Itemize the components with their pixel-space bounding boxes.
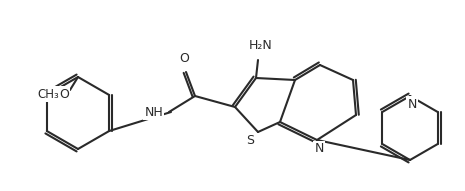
Text: N: N bbox=[407, 97, 417, 111]
Text: O: O bbox=[59, 87, 69, 100]
Text: H₂N: H₂N bbox=[249, 39, 273, 52]
Text: O: O bbox=[179, 52, 189, 65]
Text: CH₃: CH₃ bbox=[37, 87, 59, 100]
Text: N: N bbox=[314, 142, 324, 155]
Text: S: S bbox=[246, 134, 254, 146]
Text: NH: NH bbox=[144, 105, 163, 118]
